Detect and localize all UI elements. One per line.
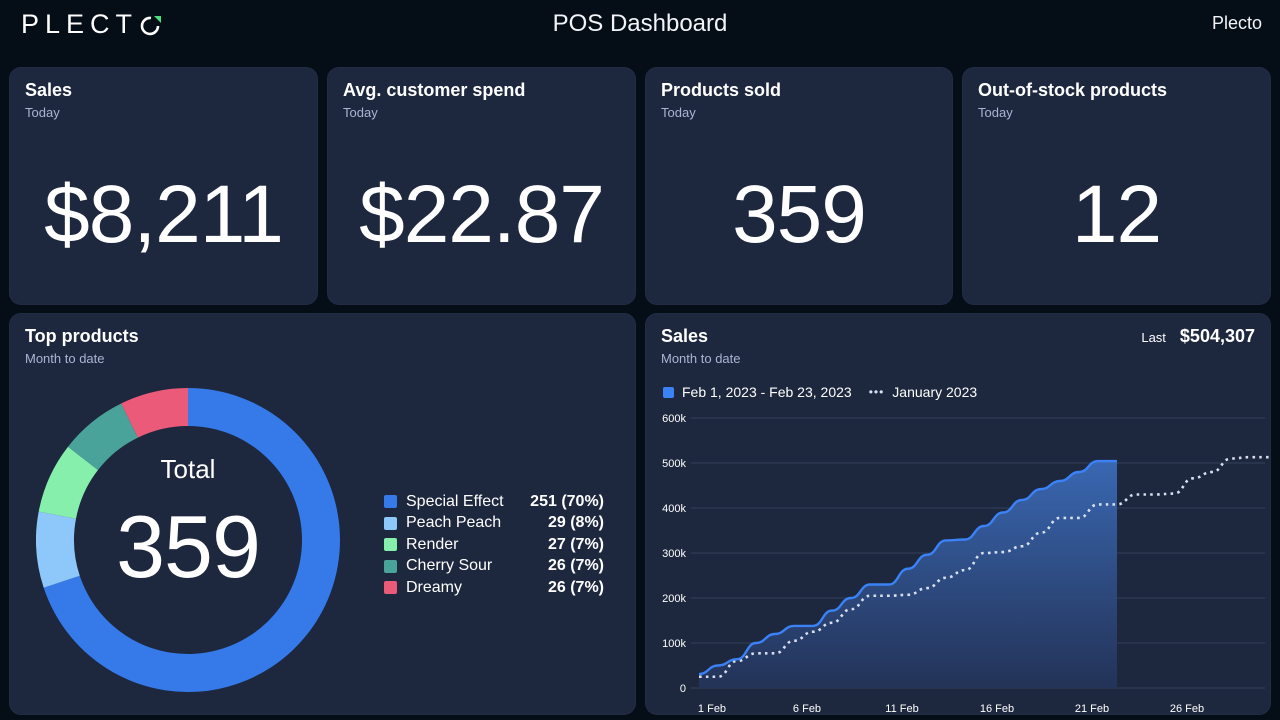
card-period: Today (25, 105, 60, 120)
legend-value: 251 (70%) (530, 492, 604, 510)
kpi-card-sales[interactable]: Sales Today $8,211 (9, 67, 318, 305)
card-period: Month to date (25, 351, 105, 366)
donut-slice-dreamy[interactable] (121, 388, 188, 438)
card-title: Sales (25, 80, 73, 100)
legend-name: Dreamy (406, 578, 463, 596)
kpi-value: $8,211 (44, 169, 284, 260)
page-title: POS Dashboard (552, 10, 728, 37)
kpi-value: $22.87 (359, 169, 605, 260)
last-label: Last (1141, 330, 1166, 345)
card-title: Avg. customer spend (343, 80, 526, 100)
kpi-value: 359 (732, 169, 867, 260)
donut-center-label: Total (160, 454, 216, 484)
card-title: Out-of-stock products (978, 80, 1167, 100)
y-tick-label: 300k (662, 548, 686, 560)
x-tick-label: 16 Feb (980, 703, 1014, 715)
kpi-value: 12 (1071, 169, 1162, 260)
dotted-line-icon: ••• (868, 385, 885, 399)
legend-item[interactable]: Dreamy 26 (7%) (384, 577, 604, 599)
kpi-card-avg-spend[interactable]: Avg. customer spend Today $22.87 (327, 67, 636, 305)
donut-slice-cherry-sour[interactable] (67, 403, 138, 471)
kpi-card-out-of-stock[interactable]: Out-of-stock products Today 12 (962, 67, 1271, 305)
card-period: Today (343, 105, 378, 120)
logo-o-icon (139, 14, 162, 36)
y-tick-label: 600k (662, 413, 686, 425)
logo-text: PLECT (21, 9, 139, 39)
legend-name: Peach Peach (406, 514, 502, 532)
kpi-card-products-sold[interactable]: Products sold Today 359 (645, 67, 953, 305)
series-line-previous[interactable] (699, 455, 1269, 679)
card-title: Top products (25, 326, 139, 346)
top-products-card[interactable]: Top products Month to date Total 359 Spe… (9, 313, 636, 715)
card-title: Sales (661, 326, 709, 346)
account-name[interactable]: Plecto (1211, 13, 1262, 33)
sales-line-chart: 0 100k 200k 300k 400k 500k 600k 1 Feb 6 Feb 11 Fe… (662, 413, 1269, 715)
legend-value: 27 (7%) (547, 535, 604, 553)
top-bar: PLECT POS Dashboard Plecto (0, 0, 1280, 56)
legend-value: 29 (8%) (547, 514, 604, 532)
legend-swatch (384, 495, 397, 509)
donut-slice-render[interactable] (38, 446, 98, 519)
legend-name: Special Effect (406, 492, 504, 510)
donut-slice-peach-peach[interactable] (36, 511, 80, 588)
legend-swatch (384, 581, 397, 595)
donut-legend: Special Effect 251 (70%) Peach Peach 29 … (384, 491, 604, 599)
legend-item[interactable]: Special Effect 251 (70%) (384, 491, 604, 513)
donut-svg (36, 388, 341, 692)
last-value: $504,307 (1179, 326, 1255, 346)
x-tick-label: 21 Feb (1075, 703, 1109, 715)
legend-value: 26 (7%) (547, 578, 604, 596)
legend-swatch-current (663, 386, 674, 398)
last-value-group: Last $504,307 (1141, 326, 1255, 347)
donut-center-value: 359 (116, 497, 261, 596)
x-tick-label: 11 Feb (885, 703, 918, 715)
legend-item[interactable]: Peach Peach 29 (8%) (384, 513, 604, 535)
legend-swatch (384, 559, 397, 573)
card-period: Today (661, 105, 696, 120)
legend-item[interactable]: Cherry Sour 26 (7%) (384, 556, 604, 578)
legend-swatch (384, 516, 397, 530)
card-title: Products sold (661, 80, 782, 100)
series-area-current (699, 461, 1117, 688)
legend-swatch (384, 538, 397, 552)
card-period: Month to date (661, 351, 741, 366)
legend-current-period[interactable]: Feb 1, 2023 - Feb 23, 2023 (682, 384, 852, 400)
plecto-logo[interactable]: PLECT (21, 9, 162, 40)
x-tick-label: 1 Feb (698, 703, 726, 715)
y-tick-label: 500k (662, 458, 686, 470)
legend-item[interactable]: Render 27 (7%) (384, 534, 604, 556)
legend-name: Render (406, 535, 459, 553)
y-tick-label: 100k (662, 638, 686, 650)
y-tick-label: 400k (662, 503, 686, 515)
series-line-current[interactable] (698, 459, 1117, 676)
x-tick-label: 6 Feb (793, 703, 821, 715)
donut-chart: Total 359 (36, 388, 341, 692)
legend-name: Cherry Sour (406, 557, 493, 575)
card-period: Today (978, 105, 1013, 120)
x-tick-label: 26 Feb (1170, 703, 1204, 715)
sales-chart-card[interactable]: 0 100k 200k 300k 400k 500k 600k 1 Feb 6 Feb 11 Fe… (645, 313, 1271, 715)
legend-value: 26 (7%) (547, 557, 604, 575)
legend-previous-period[interactable]: January 2023 (892, 384, 978, 400)
chart-legend: Feb 1, 2023 - Feb 23, 2023 ••• January 2… (663, 384, 977, 400)
y-tick-label: 0 (680, 683, 686, 695)
y-tick-label: 200k (662, 593, 686, 605)
